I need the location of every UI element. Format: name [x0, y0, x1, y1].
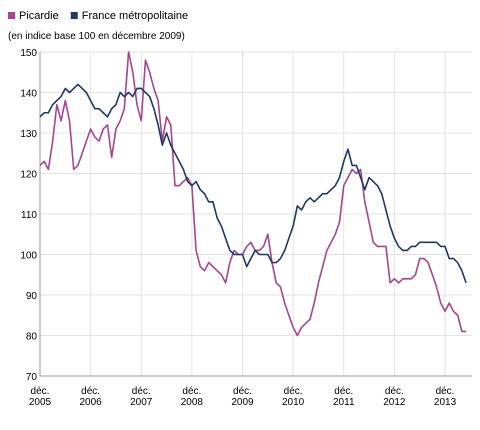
y-tick-label: 70: [26, 372, 38, 383]
x-tick-label: déc. 2010: [282, 386, 305, 408]
y-tick-label: 100: [20, 251, 37, 262]
legend-label: Picardie: [19, 10, 59, 22]
y-tick-label: 90: [26, 291, 38, 302]
x-tick-label: déc. 2009: [231, 386, 254, 408]
x-tick-label: déc. 2011: [333, 386, 355, 408]
y-tick-label: 140: [20, 89, 37, 100]
x-tick-label: déc. 2007: [130, 386, 153, 408]
y-tick-label: 130: [20, 129, 37, 140]
x-tick-label: déc. 2008: [181, 386, 204, 408]
legend-swatch: [8, 12, 15, 19]
legend-swatch: [70, 12, 78, 19]
chart-subtitle: (en indice base 100 en décembre 2009): [8, 31, 185, 42]
y-tick-label: 80: [26, 332, 38, 343]
series-line: [39, 51, 467, 337]
x-tick-label: déc. 2006: [80, 386, 103, 408]
y-tick-label: 150: [20, 48, 37, 59]
series-line: [39, 83, 467, 284]
x-tick-label: déc. 2013: [434, 386, 457, 408]
legend-label: France métropolitaine: [82, 10, 188, 22]
x-tick-label: déc. 2005: [29, 386, 52, 408]
y-tick-label: 110: [21, 210, 37, 221]
y-tick-label: 120: [20, 170, 37, 181]
x-tick-label: déc. 2012: [383, 386, 406, 408]
